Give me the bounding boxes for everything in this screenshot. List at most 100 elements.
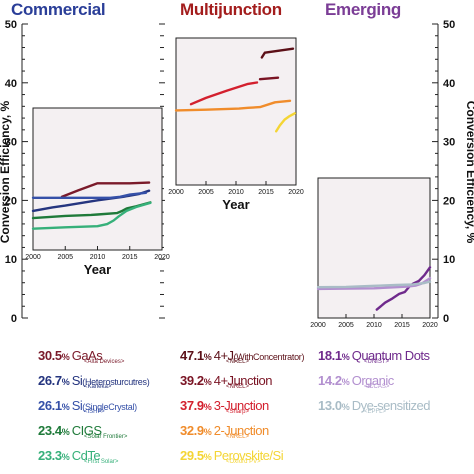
legend-note: (Heterosturcutres) [82, 377, 150, 387]
x-tick-label: 2005 [198, 189, 214, 196]
legend-item: 32.9% 2-Junction <NREL> [180, 422, 304, 447]
series-line-3-junction [189, 81, 259, 106]
legend-column-commercial: 30.5% GaAs <Alta Devices> 26.7% Si(Heterostu… [38, 347, 150, 472]
legend-name: Si [71, 373, 83, 388]
legend-column-multijunction: 47.1% 4+J(WithConcentrator) <NREL> 39.2% 4+J… [180, 347, 304, 472]
legend-percent: % [341, 402, 350, 412]
y-axis-right-tick-label: 10 [443, 254, 455, 266]
legend-percent: % [203, 352, 212, 362]
y-axis-left-tick-label: 30 [5, 137, 17, 149]
series-line-quantum-dots [375, 266, 432, 311]
y-axis-right-tick-label: 50 [443, 19, 455, 31]
series-line-2-junction [174, 99, 292, 112]
legend-source: <ICCAS> [364, 384, 390, 390]
y-axis-left-tick-label: 40 [5, 78, 17, 90]
panel-emerging: 2000 2005 2010 2015 2020 [310, 177, 438, 329]
legend-item: 30.5% GaAs <Alta Devices> [38, 347, 149, 372]
legend-item: 47.1% 4+J(WithConcentrator) <NREL> [180, 347, 304, 372]
legend-value: 37.9 [180, 398, 204, 413]
legend-percent: % [61, 377, 70, 387]
legend-value: 32.9 [180, 423, 204, 438]
legend-percent: % [61, 452, 70, 462]
legend-name: Organic [351, 373, 395, 388]
legend-value: 29.5 [180, 448, 204, 463]
y-axis-right-tick-label: 20 [443, 195, 455, 207]
legend-item: 29.5% Perovskite/Si <Oxford PV> [180, 447, 304, 472]
legend-name: 4+J [213, 348, 234, 363]
legend-source: <Kaneka> [84, 384, 112, 390]
legend-value: 23.4 [38, 423, 62, 438]
panel-frame [175, 37, 297, 186]
legend-source: <EPFL> [364, 409, 387, 415]
legend: 30.5% GaAs <Alta Devices> 26.7% Si(Heterostu… [0, 347, 474, 474]
y-axis-right-tick-label: 30 [443, 137, 455, 149]
legend-percent: % [203, 377, 212, 387]
legend-source: <NREL> [226, 359, 250, 365]
series-line-4-junction [258, 76, 280, 81]
header-multijunction: Multijunction [180, 0, 282, 19]
y-axis-right-tick-label: 40 [443, 78, 455, 90]
legend-source: <ISHF> [84, 409, 105, 415]
x-tick-label: 2020 [154, 254, 170, 261]
legend-source: <NREL> [226, 434, 250, 440]
x-tick-label: 2000 [168, 189, 184, 196]
legend-name: Perovskite/Si [213, 448, 284, 463]
legend-name: 3-Junction [213, 398, 269, 413]
legend-name: CdTe [71, 448, 101, 463]
y-axis-left-tick-label: 0 [11, 313, 17, 325]
legend-item: 26.1% Si(SingleCrystal) <ISHF> [38, 397, 149, 422]
legend-percent: % [203, 427, 212, 437]
legend-item: 14.2% Organic <ICCAS> [318, 372, 430, 397]
x-axis-label: Year [84, 262, 111, 277]
series-line-gaas [60, 181, 151, 199]
legend-value: 18.1 [318, 348, 342, 363]
x-tick-label: 2010 [228, 189, 244, 196]
legend-percent: % [341, 352, 350, 362]
series-line-perovskite-si [275, 112, 296, 133]
x-tick-label: 2000 [310, 322, 326, 329]
x-axis-label: Year [222, 197, 249, 212]
header-emerging: Emerging [325, 0, 402, 19]
legend-source: <Sharp> [226, 409, 250, 415]
x-tick-label: 2015 [394, 322, 410, 329]
legend-item: 13.0% Dye-sensitized <EPFL> [318, 397, 430, 422]
legend-value: 26.7 [38, 373, 62, 388]
legend-name: Quantum Dots [351, 348, 430, 363]
panel-commercial: 2000 2005 2010 2015 2020 Year [25, 107, 170, 277]
y-axis-left-tick-label: 10 [5, 254, 17, 266]
legend-percent: % [203, 402, 212, 412]
y-axis-right-tick-label: 0 [443, 313, 449, 325]
legend-name: GaAs [71, 348, 103, 363]
x-tick-label: 2005 [57, 254, 73, 261]
legend-percent: % [61, 402, 70, 412]
legend-percent: % [203, 452, 212, 462]
x-tick-label: 2010 [366, 322, 382, 329]
legend-value: 14.2 [318, 373, 342, 388]
legend-item: 23.3% CdTe <First Solar> [38, 447, 149, 472]
legend-value: 39.2 [180, 373, 204, 388]
x-tick-label: 2020 [288, 189, 304, 196]
legend-source: <NREL> [226, 384, 250, 390]
legend-percent: % [61, 427, 70, 437]
legend-value: 47.1 [180, 348, 204, 363]
y-axis-left-tick-label: 20 [5, 195, 17, 207]
x-tick-label: 2015 [122, 254, 138, 261]
header-commercial: Commercial [11, 0, 106, 19]
panel-frame [317, 177, 431, 319]
legend-source: <Solar Frontier> [84, 434, 128, 440]
legend-source: <UNIST> [364, 359, 390, 365]
legend-name: 4+Junction [213, 373, 273, 388]
legend-value: 13.0 [318, 398, 342, 413]
legend-note: (SingleCrystal) [82, 402, 137, 412]
x-tick-label: 2020 [422, 322, 438, 329]
legend-name: CIGS [71, 423, 102, 438]
legend-name: 2-Junction [213, 423, 269, 438]
x-tick-label: 2015 [258, 189, 274, 196]
legend-value: 30.5 [38, 348, 62, 363]
legend-percent: % [341, 377, 350, 387]
legend-note: (WithConcentrator) [233, 352, 305, 362]
panel-multijunction: 2000 2005 2010 2015 2020 Year [168, 37, 304, 212]
legend-source: <Alta Devices> [84, 359, 125, 365]
series-line-cdte [31, 201, 152, 230]
